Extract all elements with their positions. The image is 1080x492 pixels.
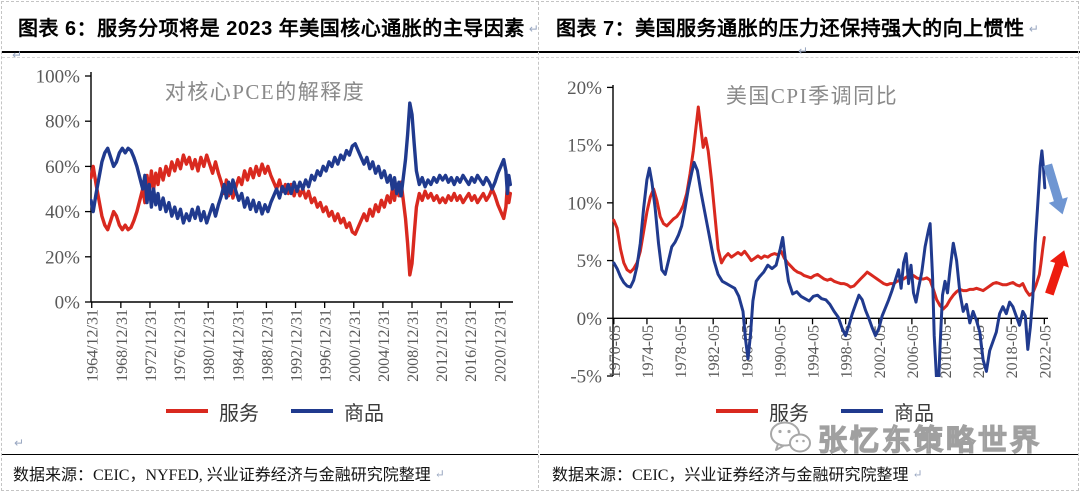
x-axis-tick-label: 1994-05 <box>806 325 823 378</box>
x-axis-tick-label: 2004/12/31 <box>376 309 393 382</box>
paragraph-mark-icon: ↵ <box>12 48 23 62</box>
legend-label-goods: 商品 <box>894 402 934 425</box>
chart-inner-title: 对核心PCE的解释度 <box>165 80 366 104</box>
y-axis-tick-label: 15% <box>567 136 602 157</box>
watermark: 张忆东策略世界 <box>768 417 1042 459</box>
x-axis-tick-label: 1982-05 <box>706 325 723 378</box>
left-source-note: 数据来源：CEIC，NYFED, 兴业证券经济与金融研究院整理 ↵ <box>13 461 445 485</box>
services-line <box>612 105 1046 311</box>
legend-item-goods: 商品 <box>841 397 934 426</box>
left-chart-legend: 服务 商品 <box>40 397 510 425</box>
x-axis-tick-label: 1974-05 <box>640 325 657 378</box>
right-chart-us-cpi: -5% 0% 5% 10% 15% 20% 1970-05 1974-05 1978-05 198… <box>567 78 1069 388</box>
legend-label-services: 服务 <box>219 402 259 425</box>
left-chart-core-pce: 0% 20% 40% 60% 80% 100% 1964/12/31 1968/12/31 19… <box>36 67 513 382</box>
goods-line <box>90 101 512 225</box>
y-axis-tick-label: 20% <box>45 247 80 268</box>
figure-6-title: 图表 6：服务分项将是 2023 年美国核心通胀的主导因素 ↵ <box>2 2 552 53</box>
figure-7-title: 图表 7：美国服务通胀的压力还保持强大的向上惯性 ↵ <box>540 2 1080 53</box>
watermark-text: 张忆东策略世界 <box>817 424 1043 457</box>
y-axis-tick-label: 0% <box>577 309 603 330</box>
chart-inner-title: 美国CPI季调同比 <box>726 84 898 108</box>
wechat-icon <box>770 421 811 453</box>
left-source-text: 数据来源：CEIC，NYFED, 兴业证券经济与金融研究院整理 <box>13 467 431 484</box>
x-axis-tick-label: 2002-05 <box>872 325 889 378</box>
x-axis-tick-label: 1968/12/31 <box>114 309 131 382</box>
x-axis-tick-label: 2022-05 <box>1037 325 1054 378</box>
legend-label-goods: 商品 <box>344 402 384 425</box>
right-source-separator <box>540 454 1078 456</box>
x-axis-tick-label: 1992/12/31 <box>289 309 306 382</box>
x-axis-tick-label: 2010-05 <box>938 325 955 378</box>
paragraph-mark-icon: ↵ <box>528 22 540 36</box>
x-axis-tick-label: 1972/12/31 <box>143 309 160 382</box>
x-axis-tick-label: 1990-05 <box>772 325 789 378</box>
right-source-note: 数据来源：CEIC，兴业证券经济与金融研究院整理 ↵ <box>552 461 923 485</box>
goods-line-swatch <box>841 409 883 413</box>
y-axis-tick-label: 60% <box>45 157 80 178</box>
figure-6-title-text: 图表 6：服务分项将是 2023 年美国核心通胀的主导因素 <box>18 18 525 40</box>
y-axis-tick-label: 40% <box>45 202 80 223</box>
x-axis-tick-label: 2018-05 <box>1004 325 1021 378</box>
x-axis-tick-label: 1964/12/31 <box>85 309 102 382</box>
series-lines <box>90 101 512 277</box>
x-axis-tick-label: 1978-05 <box>673 325 690 378</box>
figure-7-title-text: 图表 7：美国服务通胀的压力还保持强大的向上惯性 <box>556 18 1025 40</box>
paragraph-mark-icon: ↵ <box>1028 22 1040 36</box>
x-axis-tick-label: 1976/12/31 <box>172 309 189 382</box>
right-source-text: 数据来源：CEIC，兴业证券经济与金融研究院整理 <box>552 467 909 484</box>
legend-item-goods: 商品 <box>291 397 384 426</box>
y-axis-tick-label: 10% <box>567 193 602 214</box>
legend-item-services: 服务 <box>716 397 809 426</box>
paragraph-mark-icon: ↵ <box>14 436 25 450</box>
y-axis-tick-label: 20% <box>567 78 602 99</box>
left-source-separator <box>2 454 538 456</box>
paragraph-mark-icon: ↵ <box>798 44 809 58</box>
x-axis-tick-label: 1996/12/31 <box>318 309 335 382</box>
services-rise-arrow <box>1045 250 1069 296</box>
y-axis-tick-label: 80% <box>45 112 80 133</box>
y-axis-tick-label: 0% <box>55 293 81 314</box>
paragraph-mark-icon: ↵ <box>434 467 445 481</box>
x-axis-tick-label: 2020/12/31 <box>492 309 509 382</box>
legend-item-services: 服务 <box>166 397 259 426</box>
goods-decline-arrow <box>1043 163 1068 215</box>
x-axis-tick-label: 1988/12/31 <box>259 309 276 382</box>
x-axis-tick-label: 2012/12/31 <box>434 309 451 382</box>
x-axis-tick-label: 1970-05 <box>607 325 624 378</box>
goods-line-swatch <box>291 409 333 413</box>
services-line-swatch <box>166 409 208 413</box>
y-axis-tick-label: 5% <box>577 251 603 272</box>
x-axis-tick-label: 2008/12/31 <box>405 309 422 382</box>
right-chart-legend: 服务 商品 <box>590 397 1060 425</box>
dashed-row-divider <box>2 57 1078 58</box>
x-axis-tick-label: 1998-05 <box>839 325 856 378</box>
services-line-swatch <box>716 409 758 413</box>
x-axis-tick-label: 2000/12/31 <box>347 309 364 382</box>
series-lines <box>612 105 1047 377</box>
paragraph-mark-icon: ↵ <box>912 467 923 481</box>
goods-line <box>612 149 1047 377</box>
x-axis-tick-label: 1980/12/31 <box>201 309 218 382</box>
x-axis-tick-label: 2006-05 <box>905 325 922 378</box>
dashed-column-divider <box>538 2 539 488</box>
y-axis-tick-label: -5% <box>570 367 602 388</box>
y-axis-tick-label: 100% <box>36 67 81 88</box>
services-line <box>90 153 512 277</box>
x-axis-tick-label: 1984/12/31 <box>230 309 247 382</box>
x-axis-tick-label: 2016/12/31 <box>463 309 480 382</box>
legend-label-services: 服务 <box>769 402 809 425</box>
